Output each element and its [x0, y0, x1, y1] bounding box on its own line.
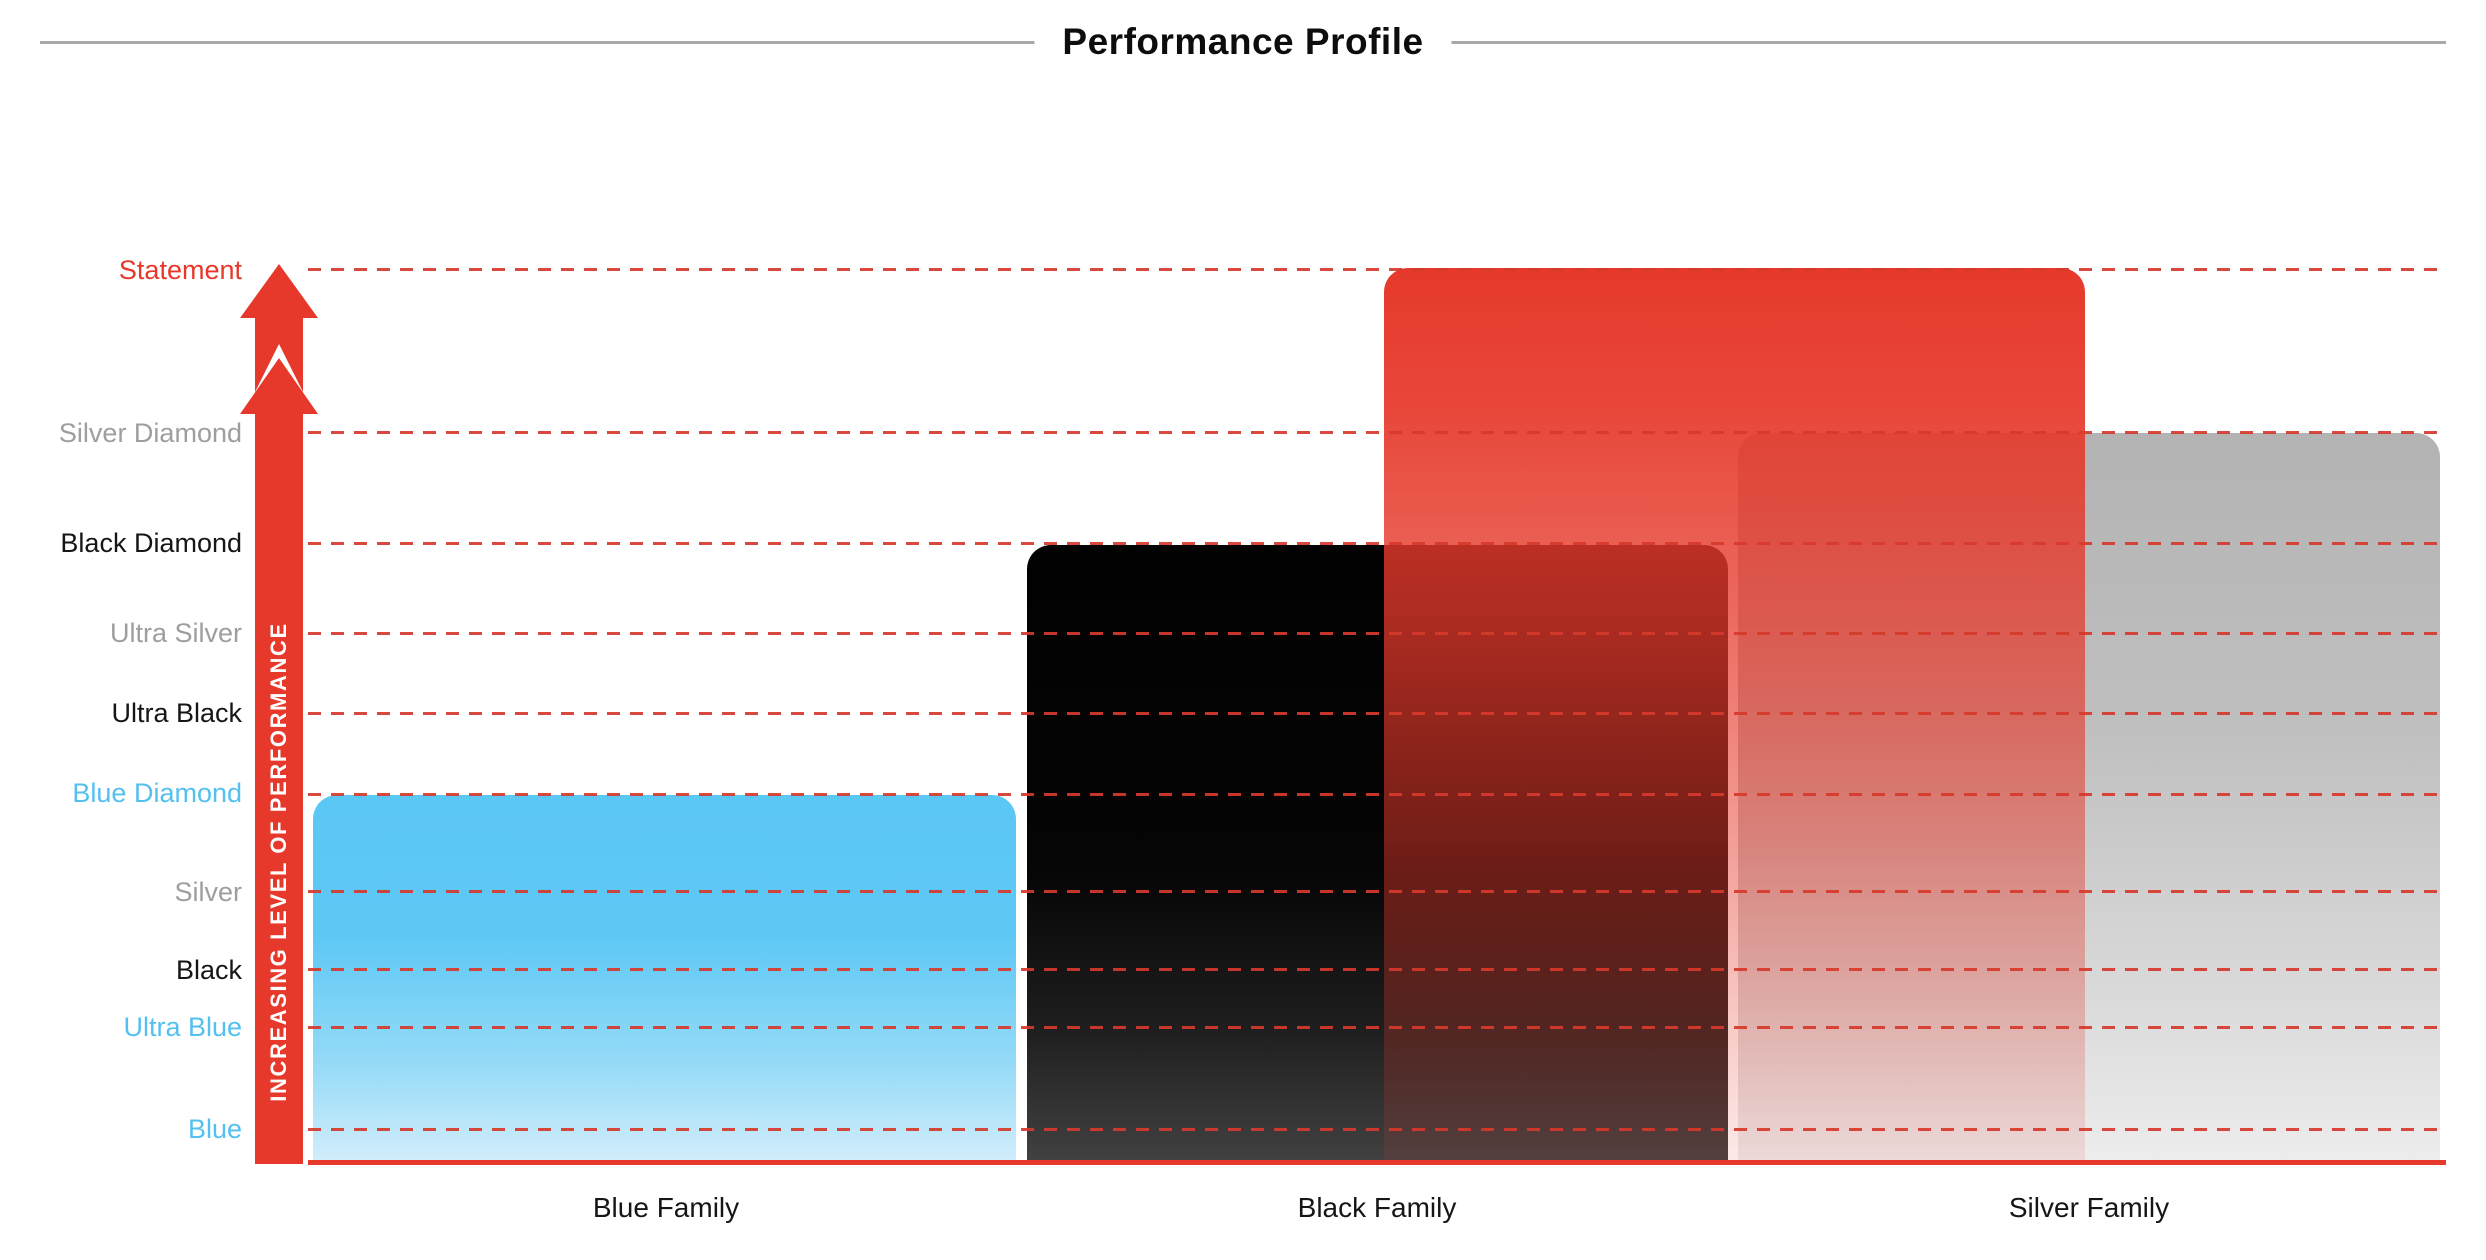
- ytick-blue-diamond: Blue Diamond: [72, 778, 242, 808]
- gridline-statement: [308, 268, 2443, 271]
- gridline-blue: [308, 1128, 2443, 1131]
- ytick-silver: Silver: [174, 877, 242, 907]
- ytick-silver-diamond: Silver Diamond: [58, 418, 242, 448]
- ytick-black: Black: [175, 955, 242, 985]
- ytick-blue: Blue: [187, 1114, 242, 1144]
- ytick-ultra-blue: Ultra Blue: [123, 1012, 242, 1042]
- gridline-ultra-silver: [308, 632, 2443, 635]
- xtick-blue-family: Blue Family: [592, 1192, 740, 1223]
- ytick-statement: Statement: [118, 255, 242, 285]
- gridline-black-diamond: [308, 542, 2443, 545]
- gridline-black: [308, 968, 2443, 971]
- x-axis-baseline: [308, 1160, 2446, 1165]
- ytick-ultra-black: Ultra Black: [111, 698, 242, 728]
- ytick-black-diamond: Black Diamond: [60, 528, 242, 558]
- gridline-ultra-blue: [308, 1026, 2443, 1029]
- bar-blue-family: [313, 795, 1016, 1164]
- y-axis-arrow-label: INCREASING LEVEL OF PERFORMANCE: [266, 622, 291, 1102]
- gridline-silver: [308, 890, 2443, 893]
- gridline-blue-diamond: [308, 793, 2443, 796]
- chart-title: Performance Profile: [1034, 21, 1452, 63]
- ytick-ultra-silver: Ultra Silver: [109, 618, 242, 648]
- bar-statement-overlay: [1384, 268, 2085, 1164]
- gridline-silver-diamond: [308, 431, 2443, 434]
- xtick-silver-family: Silver Family: [2008, 1192, 2170, 1223]
- gridline-ultra-black: [308, 712, 2443, 715]
- xtick-black-family: Black Family: [1297, 1192, 1457, 1223]
